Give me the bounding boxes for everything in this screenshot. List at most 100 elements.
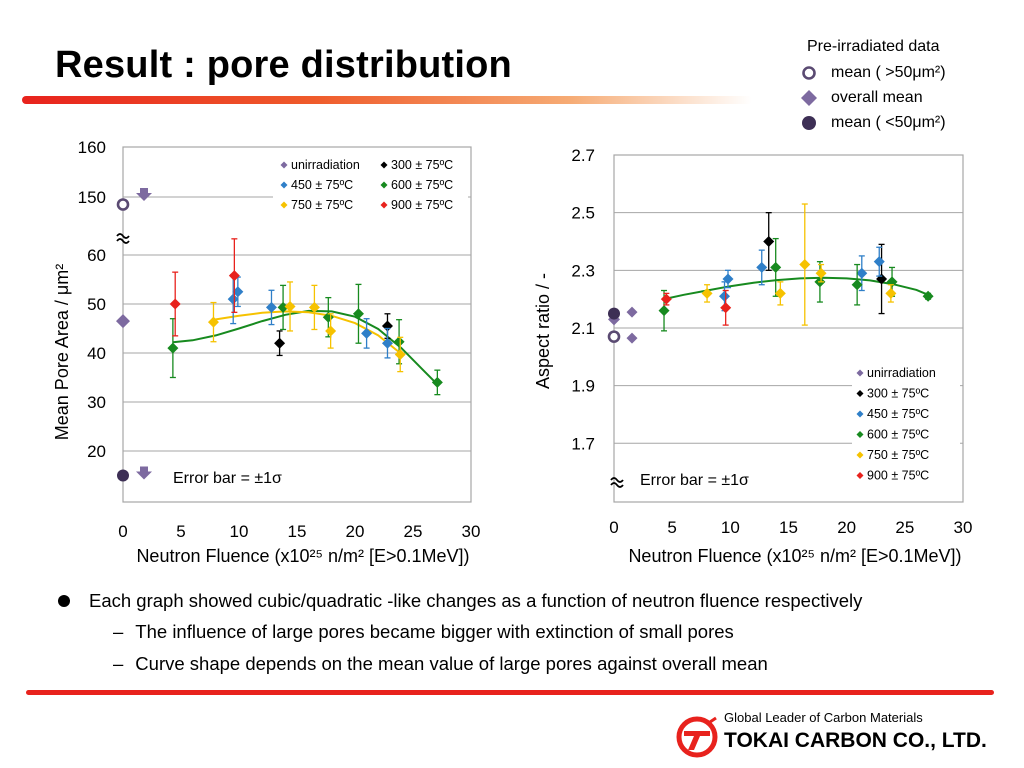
x-tick-label: 30 (462, 522, 481, 541)
axis-break-icon (116, 233, 130, 244)
data-point (265, 301, 277, 313)
data-point (770, 261, 782, 273)
data-point (381, 337, 393, 349)
bullet-dot-icon (58, 595, 70, 607)
sub-bullet-text: Curve shape depends on the mean value of… (135, 653, 768, 674)
y-axis-label: Aspect ratio / - (533, 273, 553, 389)
data-point (873, 256, 885, 268)
y-tick-label: 20 (87, 442, 106, 461)
data-point (722, 273, 734, 285)
legend-label: 450 ± 75ºC (291, 178, 353, 192)
pre-irradiated-legend-heading: Pre-irradiated data (807, 38, 940, 55)
data-point (394, 348, 406, 360)
legend-marker (280, 181, 288, 189)
bullet-item: Each graph showed cubic/quadratic -like … (58, 586, 862, 616)
data-point (207, 316, 219, 328)
shift-arrow-icon (136, 188, 152, 201)
legend-background (852, 362, 960, 490)
data-point (232, 286, 244, 298)
dash-icon: – (113, 653, 124, 674)
x-axis-label: Neutron Fluence (x10²⁵ n/m² [E>0.1MeV]) (136, 546, 469, 566)
data-point (393, 336, 405, 348)
y-tick-label: 2.7 (571, 146, 595, 165)
data-point (228, 270, 240, 282)
sub-bullet-text: The influence of large pores became bigg… (135, 621, 734, 642)
legend-label: 300 ± 75ºC (391, 158, 453, 172)
trend-line (172, 309, 439, 386)
y-tick-label: 150 (78, 188, 106, 207)
pre-irradiated-legend: Pre-irradiated data mean ( >50μm²) overa… (795, 38, 946, 135)
data-point (815, 267, 827, 279)
legend-label: 750 ± 75ºC (291, 198, 353, 212)
pre-irradiated-legend-item: mean ( >50μm²) (795, 60, 946, 85)
legend-marker (280, 201, 288, 209)
legend-marker (856, 451, 864, 459)
legend-marker (856, 472, 864, 479)
data-point (701, 287, 713, 299)
data-point (116, 314, 130, 329)
data-point (431, 376, 443, 388)
bullet-list: Each graph showed cubic/quadratic -like … (58, 586, 862, 680)
x-tick-label: 25 (404, 522, 423, 541)
company-tagline: Global Leader of Carbon Materials (724, 710, 923, 725)
data-point (720, 302, 732, 314)
data-point (277, 301, 289, 313)
legend-label: 900 ± 75ºC (867, 469, 929, 483)
legend-marker (380, 161, 388, 169)
pre-irradiated-point (608, 307, 620, 320)
company-name: TOKAI CARBON CO., LTD. (724, 729, 987, 752)
filled-circle-icon (795, 115, 823, 131)
pre-irradiated-legend-label: mean ( >50μm²) (831, 63, 946, 81)
data-point (167, 342, 179, 354)
data-point (851, 279, 863, 291)
pre-irradiated-legend-label: overall mean (831, 88, 923, 106)
pre-irradiated-point (117, 469, 129, 482)
footer-divider (26, 690, 994, 695)
pre-irradiated-legend-label: mean ( <50μm²) (831, 113, 946, 131)
data-point (799, 259, 811, 271)
y-tick-label: 1.9 (571, 377, 595, 396)
page-title: Result : pore distribution (55, 44, 512, 86)
pre-irradiated-point (607, 330, 621, 343)
legend-background (273, 152, 468, 214)
shift-marker-icon (626, 306, 638, 318)
y-tick-label: 60 (87, 246, 106, 265)
legend-marker (380, 201, 388, 209)
shift-marker-icon (626, 332, 638, 344)
y-tick-label: 50 (87, 295, 106, 314)
data-point (361, 327, 373, 339)
y-axis-label: Mean Pore Area / μm² (52, 264, 72, 440)
axis-break-icon (610, 477, 624, 488)
open-circle-icon (795, 65, 823, 81)
x-tick-label: 25 (895, 518, 914, 537)
legend-label: 750 ± 75ºC (867, 448, 929, 462)
data-point (308, 301, 320, 313)
data-point (756, 261, 768, 273)
legend-marker (856, 410, 864, 418)
x-tick-label: 30 (954, 518, 973, 537)
data-point (763, 235, 775, 247)
legend-label: 450 ± 75ºC (867, 407, 929, 421)
y-tick-label: 2.1 (571, 319, 595, 338)
y-tick-label: 40 (87, 344, 106, 363)
data-point (658, 305, 670, 317)
pre-irradiated-point (116, 198, 130, 211)
company-logo-icon (676, 716, 718, 758)
data-point (227, 293, 239, 305)
y-tick-label: 2.3 (571, 261, 595, 280)
data-point (274, 337, 286, 349)
data-point (325, 325, 337, 337)
legend-label: 600 ± 75ºC (391, 178, 453, 192)
data-point (660, 293, 672, 305)
y-tick-label: 160 (78, 138, 106, 157)
x-tick-label: 20 (837, 518, 856, 537)
x-tick-label: 15 (779, 518, 798, 537)
legend-label: 600 ± 75ºC (867, 428, 929, 442)
data-point (885, 287, 897, 299)
title-underline (22, 96, 752, 104)
y-tick-label: 2.5 (571, 204, 595, 223)
legend-label: 900 ± 75ºC (391, 198, 453, 212)
legend-label: unirradiation (867, 366, 936, 380)
x-axis-label: Neutron Fluence (x10²⁵ n/m² [E>0.1MeV]) (628, 546, 961, 566)
